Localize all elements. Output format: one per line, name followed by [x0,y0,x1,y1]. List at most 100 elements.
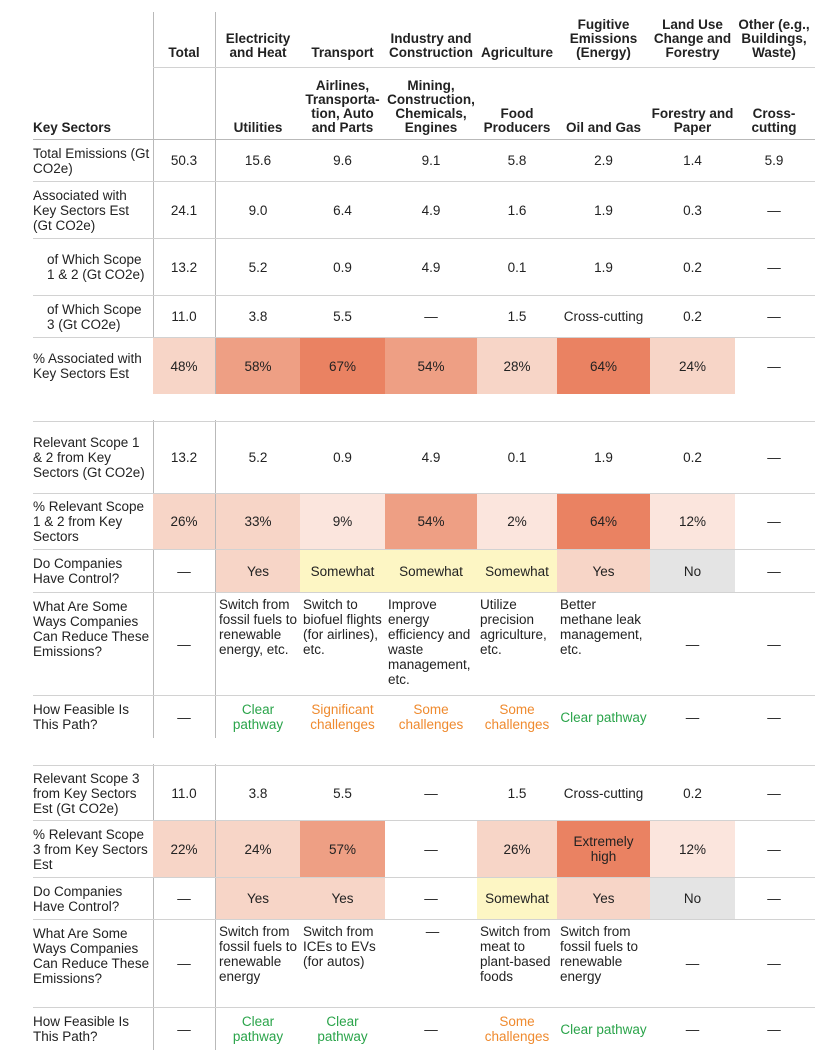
cell-industry: 9.1 [421,153,441,168]
cell-industry: — [424,841,438,857]
cell-agriculture: 1.5 [507,309,527,324]
cell-other: — [767,709,781,725]
cell-other: — [767,891,781,906]
col-divider-sectors-3 [215,764,216,1050]
col-divider-sectors [215,12,216,394]
cell-agriculture: Switch from meat to plant-based foods [480,924,551,984]
cell-total: 13.2 [170,450,198,465]
row-label-scope12: of Which Scope 1 & 2 (Gt CO2e) [47,252,145,282]
row-divider [33,820,815,821]
cell-total: — [177,1021,191,1037]
cell-fugitive: Extremely high [557,821,650,877]
header-transport: Transport [311,45,374,60]
cell-land-use: — [685,709,700,725]
row-label-relevant-scope3: Relevant Scope 3 from Key Sectors Est (G… [33,770,140,816]
cell-total: — [177,636,191,652]
cell-fugitive: Yes [557,550,650,592]
cell-fugitive: Cross-cutting [563,309,644,324]
cell-total: 48% [153,338,215,394]
cell-fugitive: Cross-cutting [563,785,644,801]
col-divider-sectors-2 [215,420,216,738]
row-divider [33,919,815,920]
subheader-transport: Airlines, Transporta-tion, Auto and Part… [305,78,380,135]
cell-total: 50.3 [170,153,198,168]
row-label-pct-relevant-scope3: % Relevant Scope 3 from Key Sectors Est [33,826,148,872]
cell-other: — [767,785,781,801]
row-divider [33,295,815,296]
cell-fugitive: 1.9 [594,259,613,275]
cell-industry: 4.9 [421,259,441,275]
cell-electricity: 24% [216,821,300,877]
cell-land-use: 0.2 [683,309,702,324]
cell-electricity: 15.6 [244,153,272,168]
cell-agriculture: 28% [477,338,557,394]
col-divider-total [153,12,154,394]
cell-fugitive: Clear pathway [560,709,647,725]
cell-agriculture: 0.1 [507,450,527,465]
cell-fugitive: Switch from fossil fuels to renewable en… [560,924,639,984]
cell-land-use: 0.3 [683,202,702,218]
row-label-pct-associated: % Associated with Key Sectors Est [33,351,142,381]
cell-agriculture: 1.5 [507,785,527,801]
cell-agriculture: Somewhat [477,550,557,592]
cell-agriculture: Some challenges [484,1014,550,1044]
cell-electricity: Switch from fossil fuels to renewable en… [219,924,298,984]
cell-electricity: Clear pathway [232,1014,284,1044]
header-industry: Industry and Construction [389,31,473,60]
cell-electricity: Yes [216,550,300,592]
cell-electricity: 3.8 [248,309,268,324]
cell-agriculture: 5.8 [507,153,527,168]
subheader-fugitive: Oil and Gas [565,120,642,135]
cell-industry: 54% [385,338,477,394]
cell-other: — [767,563,781,579]
cell-agriculture: 0.1 [507,259,527,275]
cell-electricity: Yes [216,878,300,919]
cell-land-use: 12% [650,821,735,877]
cell-agriculture: 1.6 [507,202,527,218]
cell-fugitive: Better methane leak management, etc. [560,597,643,657]
subheader-other: Cross-cutting [751,106,797,135]
cell-land-use: — [685,956,700,971]
cell-industry: 54% [385,494,477,549]
row-divider [33,695,815,696]
cell-total: — [177,709,191,725]
cell-industry: — [424,1021,438,1037]
subheader-agriculture: Food Producers [483,106,551,135]
cell-other: — [767,259,781,275]
cell-land-use: — [685,1021,700,1037]
row-label-feasible: How Feasible Is This Path? [33,1014,130,1044]
row-label-associated: Associated with Key Sectors Est (Gt CO2e… [33,187,130,233]
row-label-scope3: of Which Scope 3 (Gt CO2e) [47,301,142,332]
cell-land-use: 0.2 [683,450,702,465]
cell-electricity: 3.8 [248,785,268,801]
cell-industry: 4.9 [421,450,441,465]
cell-electricity: Clear pathway [232,702,284,732]
row-label-total-emissions: Total Emissions (Gt CO2e) [33,145,150,176]
header-fugitive: Fugitive Emissions (Energy) [569,17,638,60]
cell-electricity: Switch from fossil fuels to renewable en… [219,597,298,657]
cell-agriculture: 2% [477,494,557,549]
cell-fugitive: 64% [557,494,650,549]
row-label-control: Do Companies Have Control? [33,883,123,914]
cell-other: — [767,202,781,218]
header-other: Other (e.g., Buildings, Waste) [738,17,810,60]
row-divider [33,493,815,494]
cell-total: — [177,563,191,579]
row-divider [33,337,815,338]
cell-transport: 5.5 [333,785,352,801]
cell-industry: — [424,309,438,324]
cell-agriculture: Some challenges [484,702,550,732]
key-sectors-label: Key Sectors [33,120,112,135]
cell-total: 11.0 [171,785,197,801]
subheader-land-use: Forestry and Paper [651,106,734,135]
cell-total: 26% [153,494,215,549]
cell-industry: — [424,785,438,801]
cell-transport: 6.4 [333,202,352,218]
cell-industry: Improve energy efficiency and waste mana… [388,597,471,687]
cell-transport: Yes [300,878,385,919]
cell-transport: Clear pathway [317,1014,368,1044]
cell-transport: 5.5 [333,309,352,324]
cell-land-use: 12% [650,494,735,549]
row-label-ways: What Are Some Ways Companies Can Reduce … [33,599,150,659]
col-divider-total-2 [153,420,154,738]
